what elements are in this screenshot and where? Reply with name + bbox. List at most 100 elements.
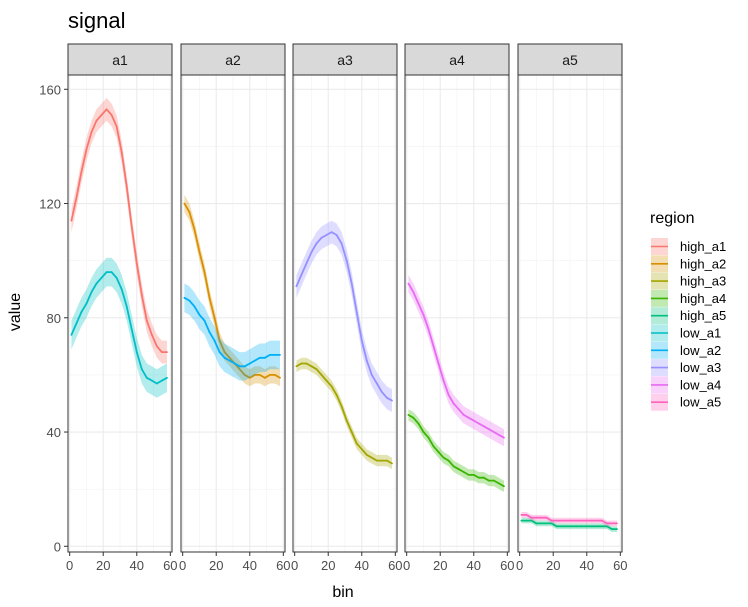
point-low_a1 bbox=[80, 311, 83, 313]
point-low_a2 bbox=[198, 314, 201, 316]
point-low_a2 bbox=[243, 365, 246, 368]
legend: region high_a1 high_a2 high_a3 high_a4 high_a… bbox=[650, 210, 726, 411]
x-tick-label: 20 bbox=[209, 558, 223, 573]
point-low_a1 bbox=[156, 382, 158, 385]
point-high_a4 bbox=[493, 479, 495, 482]
series-high_a4 bbox=[407, 409, 505, 492]
legend-item-high_a3: high_a3 bbox=[651, 272, 726, 290]
point-high_a2 bbox=[183, 202, 186, 205]
point-high_a1 bbox=[105, 108, 108, 111]
point-low_a2 bbox=[233, 362, 236, 365]
point-high_a3 bbox=[305, 362, 308, 365]
point-low_a1 bbox=[70, 334, 73, 336]
point-low_a4 bbox=[437, 362, 440, 365]
point-high_a3 bbox=[335, 394, 338, 396]
point-high_a3 bbox=[386, 459, 388, 462]
series-high_a1 bbox=[70, 97, 168, 364]
point-high_a2 bbox=[203, 271, 206, 273]
point-high_a1 bbox=[110, 114, 113, 116]
point-low_a5 bbox=[611, 522, 613, 525]
point-low_a4 bbox=[503, 436, 505, 439]
point-low_a5 bbox=[585, 519, 588, 522]
x-tick-label: 0 bbox=[179, 558, 186, 573]
point-low_a3 bbox=[310, 251, 313, 254]
strip-label-a3: a3 bbox=[337, 52, 353, 68]
gridlines-a5 bbox=[518, 75, 622, 552]
point-low_a5 bbox=[575, 519, 578, 522]
legend-label-low_a2: low_a2 bbox=[680, 343, 721, 358]
point-high_a1 bbox=[90, 131, 93, 134]
point-high_a3 bbox=[360, 448, 363, 451]
point-low_a4 bbox=[462, 414, 465, 416]
point-low_a4 bbox=[493, 431, 495, 433]
point-high_a3 bbox=[340, 405, 343, 408]
x-axis-a4: 0 20 40 60 bbox=[403, 552, 515, 573]
point-low_a3 bbox=[295, 285, 298, 288]
x-tick-label: 60 bbox=[613, 558, 627, 573]
point-high_a4 bbox=[477, 476, 480, 479]
line-low_a1 bbox=[70, 271, 168, 385]
point-high_a2 bbox=[193, 228, 196, 231]
point-low_a3 bbox=[370, 374, 373, 376]
point-low_a1 bbox=[140, 368, 143, 371]
point-low_a3 bbox=[320, 236, 323, 239]
point-high_a3 bbox=[370, 456, 373, 459]
ribbon-high_a4 bbox=[408, 409, 504, 492]
x-tick-label: 40 bbox=[355, 558, 369, 573]
point-low_a1 bbox=[151, 379, 153, 382]
point-high_a2 bbox=[228, 356, 231, 359]
point-low_a2 bbox=[223, 356, 226, 359]
point-high_a1 bbox=[80, 171, 83, 174]
point-low_a2 bbox=[218, 351, 221, 353]
point-low_a2 bbox=[203, 319, 206, 322]
legend-item-low_a4: low_a4 bbox=[651, 376, 721, 394]
point-low_a4 bbox=[432, 345, 435, 348]
strip-a5 bbox=[517, 43, 623, 76]
point-high_a1 bbox=[145, 319, 148, 322]
line-low_a3 bbox=[295, 231, 393, 402]
point-low_a4 bbox=[427, 328, 430, 331]
x-tick-label: 40 bbox=[467, 558, 481, 573]
point-low_a5 bbox=[595, 519, 598, 522]
x-tick-label: 40 bbox=[580, 558, 594, 573]
panel-border-a5 bbox=[517, 74, 623, 553]
point-low_a1 bbox=[95, 282, 98, 285]
point-low_a3 bbox=[335, 234, 338, 236]
legend-item-low_a3: low_a3 bbox=[651, 359, 721, 377]
point-high_a4 bbox=[422, 431, 425, 433]
panel-a3: a3 0 20 40 60 bbox=[291, 43, 403, 573]
point-high_a5 bbox=[545, 522, 548, 525]
y-tick-label: 120 bbox=[39, 197, 61, 212]
point-low_a5 bbox=[616, 522, 618, 525]
x-axis-a1: 0 20 40 60 bbox=[66, 552, 178, 573]
x-axis-a5: 0 20 40 60 bbox=[516, 552, 628, 573]
point-high_a5 bbox=[520, 519, 523, 522]
point-high_a4 bbox=[457, 468, 460, 471]
point-low_a3 bbox=[300, 274, 303, 276]
point-low_a4 bbox=[467, 416, 470, 419]
point-high_a5 bbox=[535, 522, 538, 525]
point-high_a2 bbox=[253, 374, 256, 376]
point-low_a4 bbox=[452, 402, 455, 405]
point-low_a2 bbox=[188, 299, 191, 302]
x-tick-label: 0 bbox=[403, 558, 410, 573]
legend-label-high_a5: high_a5 bbox=[680, 308, 726, 323]
point-low_a1 bbox=[145, 376, 148, 379]
legend-item-high_a1: high_a1 bbox=[651, 238, 726, 255]
point-high_a1 bbox=[100, 114, 103, 116]
point-high_a1 bbox=[125, 185, 128, 188]
point-low_a3 bbox=[305, 262, 308, 265]
panel-a1: a1 0 20 40 60 bbox=[66, 43, 178, 573]
facet-panels: a1 0 20 40 60 a2 0 20 40 60 a3 0 20 40 60 a4 0 20 40 60 a5 0 2… bbox=[66, 43, 628, 573]
panel-border-a2 bbox=[180, 74, 286, 553]
point-high_a3 bbox=[315, 368, 318, 371]
point-high_a4 bbox=[498, 482, 500, 485]
x-tick-label: 60 bbox=[388, 558, 402, 573]
point-low_a4 bbox=[482, 425, 485, 428]
point-high_a3 bbox=[310, 365, 313, 368]
point-low_a2 bbox=[183, 296, 186, 299]
point-high_a4 bbox=[503, 485, 505, 488]
x-axis-title: bin bbox=[332, 584, 353, 601]
point-low_a5 bbox=[540, 516, 543, 519]
point-high_a5 bbox=[530, 519, 533, 522]
